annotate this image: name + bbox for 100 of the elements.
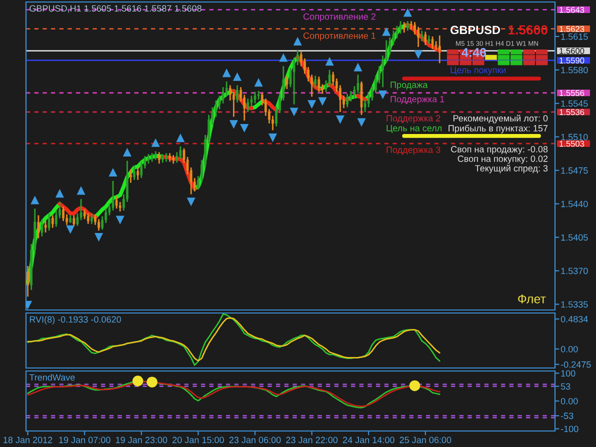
candlestick bbox=[246, 98, 250, 113]
ref-line-label: 1.5503 bbox=[560, 140, 584, 147]
point bbox=[94, 233, 104, 242]
candlestick bbox=[431, 36, 434, 50]
y-tick-label: 1.5475 bbox=[561, 167, 588, 174]
y-tick-label: -100 bbox=[560, 426, 578, 432]
annotation: Сопротивление 2 bbox=[303, 13, 376, 22]
point bbox=[382, 27, 391, 36]
annotation: Текущий спред: 3 bbox=[475, 164, 548, 174]
y-tick-label: 53 bbox=[560, 383, 570, 390]
point bbox=[308, 100, 316, 109]
candlestick bbox=[360, 80, 363, 116]
y-tick-label: 1.5545 bbox=[561, 100, 588, 107]
point bbox=[186, 198, 196, 206]
x-tick-label: 20 Jan 15:00 bbox=[172, 436, 224, 444]
annotation: GBPUSD bbox=[450, 26, 500, 34]
point bbox=[108, 168, 118, 177]
y-tick-label: 1.5370 bbox=[561, 268, 588, 274]
point bbox=[293, 36, 302, 46]
candlestick bbox=[225, 80, 228, 96]
point bbox=[229, 120, 238, 129]
y-tick-label: 1.5510 bbox=[561, 134, 588, 140]
y-tick-label: 1.5615 bbox=[561, 33, 588, 40]
point bbox=[354, 62, 362, 72]
annotation: Поддержка 1 bbox=[390, 96, 444, 104]
annotation: Своп на покупку: 0.02 bbox=[458, 156, 548, 164]
point bbox=[403, 8, 412, 17]
point bbox=[240, 124, 249, 133]
point bbox=[279, 53, 288, 62]
candlestick bbox=[86, 212, 90, 225]
x-tick-label: 23 Jan 06:00 bbox=[229, 436, 281, 444]
point bbox=[318, 97, 327, 106]
candlestick bbox=[115, 195, 118, 210]
annotation: Флет bbox=[518, 294, 546, 304]
candlestick bbox=[37, 214, 40, 239]
point bbox=[268, 134, 278, 142]
y-tick-label: -53 bbox=[560, 412, 574, 420]
y-tick-label: 1.5580 bbox=[561, 66, 588, 74]
x-tick-label: 18 Jan 2012 bbox=[4, 436, 52, 444]
point bbox=[176, 134, 185, 142]
point bbox=[414, 50, 423, 59]
candlestick bbox=[438, 34, 441, 64]
candlestick bbox=[424, 30, 427, 46]
candlestick bbox=[90, 212, 93, 225]
y-tick-label: -0.2475 bbox=[560, 361, 591, 368]
ref-line-label: 1.5643 bbox=[560, 6, 584, 13]
ref-line-label: 1.5600 bbox=[560, 48, 584, 54]
point bbox=[76, 186, 86, 195]
annotation: Поддержка 2 bbox=[386, 115, 440, 124]
y-tick-label: 1.5405 bbox=[561, 234, 588, 241]
candlestick bbox=[417, 26, 420, 48]
candlestick bbox=[353, 85, 356, 100]
candlestick bbox=[62, 206, 64, 222]
x-tick-label: 19 Jan 07:00 bbox=[59, 436, 110, 444]
candlestick bbox=[254, 91, 256, 104]
x-tick-label: 19 Jan 23:00 bbox=[116, 436, 168, 444]
annotation: Рекомендуемый лот: 0 bbox=[454, 114, 548, 124]
candlestick bbox=[51, 214, 54, 228]
candlestick bbox=[44, 220, 47, 234]
candlestick bbox=[236, 84, 238, 104]
point bbox=[254, 78, 263, 87]
point bbox=[325, 57, 334, 66]
point bbox=[232, 72, 242, 81]
x-tick-label: 25 Jan 06:00 bbox=[400, 436, 452, 444]
point bbox=[55, 189, 64, 198]
candlestick bbox=[399, 20, 402, 34]
y-tick-label: 0.00 bbox=[560, 398, 578, 404]
candlestick bbox=[402, 21, 406, 34]
candlestick bbox=[286, 74, 288, 90]
candlestick bbox=[318, 76, 320, 93]
y-tick-label: 100 bbox=[561, 370, 576, 377]
annotation: Прибыль в пунктах: 157 bbox=[448, 124, 548, 134]
candlestick bbox=[48, 212, 50, 232]
candlestick bbox=[130, 168, 132, 184]
candlestick bbox=[406, 20, 409, 32]
candlestick bbox=[158, 151, 160, 164]
point bbox=[116, 216, 124, 224]
ref-line-label: 1.5590 bbox=[560, 58, 584, 64]
chart-title: RVI(8) -0.1933 -0.0620 bbox=[30, 316, 121, 324]
annotation: Цель на селл bbox=[386, 125, 442, 134]
x-tick-label: 24 Jan 14:00 bbox=[342, 436, 394, 444]
candlestick bbox=[72, 214, 76, 227]
candlestick bbox=[118, 201, 122, 212]
candlestick bbox=[26, 265, 29, 298]
candlestick bbox=[147, 153, 150, 164]
candlestick bbox=[328, 69, 331, 88]
point bbox=[66, 225, 75, 234]
candlestick bbox=[136, 166, 140, 181]
annotation: Сопротивление 1 bbox=[303, 32, 376, 41]
candlestick bbox=[40, 218, 44, 238]
annotation: Цель покупки bbox=[450, 66, 506, 76]
ref-line-label: 1.5536 bbox=[560, 109, 584, 116]
candlestick bbox=[179, 146, 182, 160]
point bbox=[378, 90, 388, 100]
point bbox=[336, 115, 344, 124]
candlestick bbox=[420, 30, 424, 42]
candlestick bbox=[346, 93, 348, 108]
x-tick-label: 23 Jan 22:00 bbox=[286, 436, 338, 444]
point bbox=[357, 118, 366, 127]
point bbox=[222, 68, 231, 78]
